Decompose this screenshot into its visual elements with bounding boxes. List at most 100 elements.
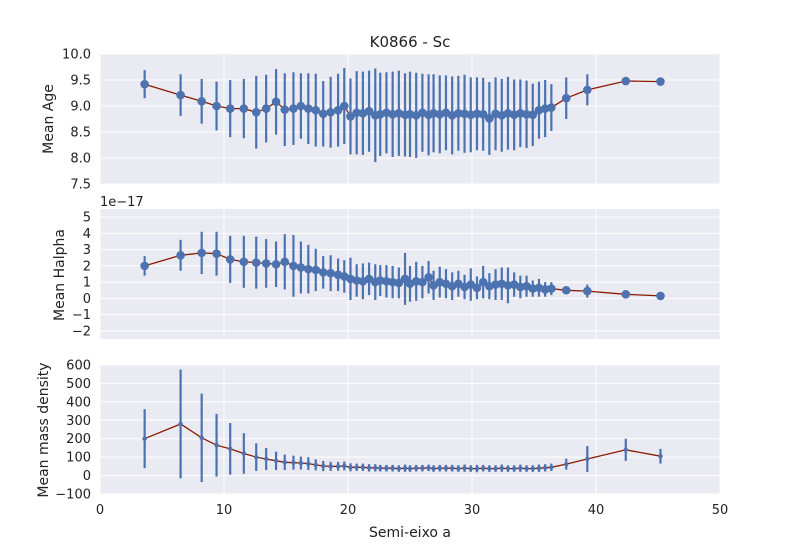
halpha-y-tick-label: 3 xyxy=(83,243,91,258)
density-data-point xyxy=(142,436,147,441)
halpha-y-axis-label: Mean Halpha xyxy=(52,229,68,321)
density-data-point xyxy=(623,447,628,452)
density-data-point xyxy=(321,463,326,469)
density-y-tick-label: 400 xyxy=(66,395,91,410)
age-data-point xyxy=(225,104,235,113)
x-tick-label: 30 xyxy=(464,503,481,518)
density-data-point xyxy=(536,466,542,471)
density-data-point xyxy=(241,451,247,456)
halpha-data-point xyxy=(547,284,556,293)
density-data-point xyxy=(378,466,383,471)
age-data-point xyxy=(311,105,321,115)
age-data-point xyxy=(280,105,290,114)
density-data-point xyxy=(328,464,333,469)
density-data-point xyxy=(474,466,480,471)
density-data-point xyxy=(493,466,498,471)
density-data-point xyxy=(443,466,449,471)
density-data-point xyxy=(366,465,372,471)
age-data-point xyxy=(326,107,335,117)
age-data-point xyxy=(296,101,306,111)
x-tick-label: 10 xyxy=(216,503,233,518)
halpha-y-tick-label: −1 xyxy=(72,308,91,323)
age-data-point xyxy=(333,105,343,115)
halpha-data-point xyxy=(296,263,306,272)
halpha-data-point xyxy=(583,286,592,296)
density-data-point xyxy=(542,465,548,471)
density-data-point xyxy=(487,466,492,471)
x-tick-label: 20 xyxy=(340,503,357,518)
halpha-data-point xyxy=(251,258,261,267)
density-data-point xyxy=(254,454,259,460)
age-data-point xyxy=(528,110,538,120)
age-data-point xyxy=(454,108,463,118)
density-data-point xyxy=(407,466,413,471)
density-y-tick-label: 0 xyxy=(83,469,91,484)
halpha-data-point xyxy=(478,277,488,287)
halpha-data-point xyxy=(271,259,281,269)
density-y-tick-label: 300 xyxy=(66,414,91,429)
age-y-tick-label: 8.5 xyxy=(70,126,91,141)
density-data-point xyxy=(468,466,473,471)
halpha-data-point xyxy=(197,248,206,258)
age-data-point xyxy=(352,108,361,118)
age-data-point xyxy=(197,97,206,106)
age-panel: 7.5 8.0 8.5 9.0 9.5 10.0 xyxy=(62,48,721,193)
density-data-point xyxy=(228,446,233,452)
halpha-data-point xyxy=(318,268,328,277)
density-data-point xyxy=(335,464,341,469)
density-data-point xyxy=(291,460,296,465)
age-data-point xyxy=(212,101,221,111)
density-y-axis-label: Mean mass density xyxy=(36,362,52,497)
density-data-point xyxy=(585,456,590,462)
age-data-point xyxy=(289,104,298,113)
halpha-y-tick-label: 4 xyxy=(83,227,91,242)
density-data-point xyxy=(549,465,554,470)
age-data-point xyxy=(561,93,571,103)
density-data-point xyxy=(426,465,431,471)
age-y-axis-label: Mean Age xyxy=(41,84,57,154)
density-data-point xyxy=(214,442,219,448)
density-data-point xyxy=(178,421,183,427)
density-data-point xyxy=(511,466,517,471)
density-data-point xyxy=(306,461,311,466)
density-data-point xyxy=(263,456,269,462)
age-data-point xyxy=(656,77,665,86)
halpha-data-point xyxy=(176,251,185,260)
density-y-tick-label: 600 xyxy=(66,359,91,374)
x-axis-label: Semi-eixo a xyxy=(369,525,451,541)
halpha-data-point xyxy=(418,277,427,287)
density-data-point xyxy=(342,463,347,469)
halpha-data-point xyxy=(261,259,271,268)
halpha-data-point xyxy=(212,249,221,258)
density-data-point xyxy=(505,466,511,471)
density-data-point xyxy=(414,466,419,471)
x-tick-label: 40 xyxy=(588,503,605,518)
halpha-y-tick-label: 1 xyxy=(83,276,91,291)
age-data-point xyxy=(478,110,488,119)
halpha-data-point xyxy=(289,261,298,271)
density-data-point xyxy=(282,460,287,465)
density-data-point xyxy=(449,466,455,471)
halpha-data-point xyxy=(621,290,631,299)
age-data-point xyxy=(485,114,494,123)
density-plot-area xyxy=(100,365,720,494)
halpha-y-tick-label: 5 xyxy=(83,211,91,226)
age-data-point xyxy=(140,79,149,89)
density-data-point xyxy=(456,466,461,471)
halpha-data-point xyxy=(394,278,404,288)
density-data-point xyxy=(390,466,395,471)
age-data-point xyxy=(318,109,328,119)
halpha-data-point xyxy=(656,291,665,301)
age-data-point xyxy=(547,103,556,112)
halpha-data-point xyxy=(472,283,482,293)
halpha-y-tick-label: 0 xyxy=(83,292,91,307)
density-data-point xyxy=(518,466,523,471)
density-data-point xyxy=(499,466,504,471)
age-data-point xyxy=(176,90,185,100)
age-data-point xyxy=(251,107,261,117)
density-y-tick-label: 100 xyxy=(66,451,91,466)
density-data-point xyxy=(420,466,425,471)
density-data-point xyxy=(396,466,402,471)
age-data-point xyxy=(271,97,281,107)
halpha-data-point xyxy=(424,272,433,282)
